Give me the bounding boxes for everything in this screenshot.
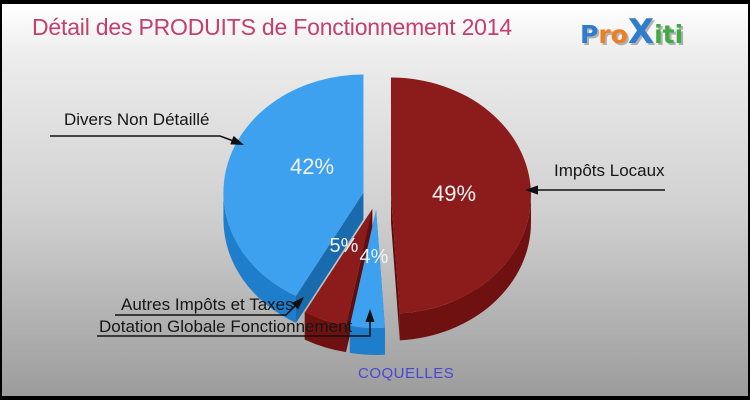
- pie-slice-percent: 4%: [360, 246, 389, 268]
- logo-letter: r: [598, 20, 611, 49]
- logo-letter: i: [654, 20, 663, 49]
- pie-slice-percent: 42%: [290, 154, 334, 179]
- pie-slice-dotation-globale-fonctionnement[interactable]: 4%: [349, 209, 389, 355]
- pie-slice-side: [295, 192, 364, 323]
- callout-arrowhead: [525, 185, 538, 195]
- pie-slice-top: [223, 74, 364, 296]
- pie-slice-side: [304, 312, 347, 353]
- municipality-name: COQUELLES: [358, 365, 455, 382]
- pie-slice-percent: 49%: [432, 181, 476, 206]
- callout-arrowhead: [291, 297, 304, 310]
- slice-label-dotation-globale-fonctionnement: Dotation Globale Fonctionnement: [99, 317, 353, 336]
- pie-slice-divers-non-d-taill-[interactable]: 42%: [223, 74, 364, 323]
- logo-letter: o: [610, 20, 628, 49]
- callout-arrowhead: [230, 135, 244, 145]
- pie-slice-percent: 5%: [330, 235, 359, 257]
- pie-slice-side: [223, 192, 296, 323]
- pie-slice-imp-ts-locaux[interactable]: 49%: [390, 77, 531, 341]
- logo-letter: i: [674, 20, 684, 49]
- callout-line: [50, 135, 240, 144]
- pie-slice-side: [399, 195, 531, 341]
- pie-slice-autres-imp-ts-et-taxes[interactable]: 5%: [304, 209, 373, 353]
- logo-letter: t: [662, 20, 675, 49]
- pie-slice-side: [349, 325, 385, 355]
- pie-slice-top: [349, 209, 385, 328]
- pie-slice-top: [304, 209, 373, 326]
- proxiti-logo[interactable]: ProXiti: [580, 10, 683, 60]
- logo-letter: P: [580, 20, 599, 49]
- logo-letter: X: [627, 12, 655, 52]
- pie-slice-side: [390, 195, 400, 341]
- page-title: Détail des PRODUITS de Fonctionnement 20…: [32, 14, 512, 40]
- pie-chart-canvas: 42% 49% 5% 4%: [50, 74, 665, 355]
- slice-label-divers-non-detaille: Divers Non Détaillé: [64, 110, 210, 129]
- slice-label-impots-locaux: Impôts Locaux: [554, 161, 665, 180]
- pie-slice-top: [390, 77, 531, 314]
- slice-label-autres-impots-et-taxes: Autres Impôts et Taxes: [121, 295, 294, 314]
- callout-arrowhead: [365, 309, 375, 322]
